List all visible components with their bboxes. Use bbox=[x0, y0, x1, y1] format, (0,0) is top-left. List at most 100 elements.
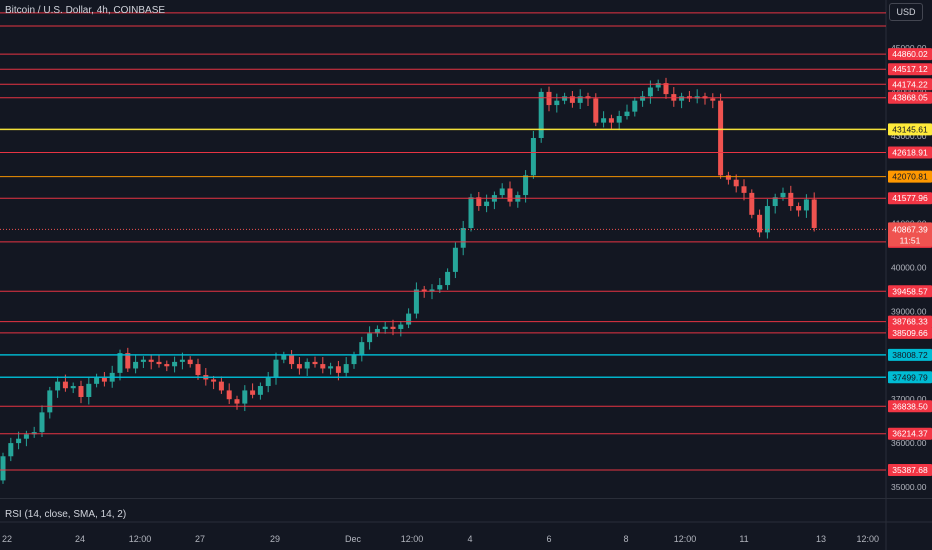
rsi-indicator-label: RSI (14, close, SMA, 14, 2) bbox=[5, 509, 127, 520]
level-price-label: 35387.68 bbox=[892, 465, 928, 475]
candle-body bbox=[772, 197, 778, 207]
candle-body bbox=[679, 96, 685, 101]
candle-body bbox=[546, 91, 552, 106]
level-price-tag bbox=[888, 371, 932, 384]
candle-body bbox=[811, 199, 817, 228]
candle-body bbox=[86, 383, 92, 398]
candle-body bbox=[640, 96, 646, 101]
candle-body bbox=[320, 364, 326, 369]
level-price-label: 42070.81 bbox=[892, 172, 928, 182]
last-price-tag bbox=[888, 222, 932, 247]
candle-body bbox=[476, 197, 482, 207]
candle-body bbox=[593, 98, 599, 123]
candle-body bbox=[663, 83, 669, 95]
candle-body bbox=[764, 206, 770, 233]
level-price-label: 44174.22 bbox=[892, 79, 928, 89]
candle-body bbox=[382, 326, 388, 329]
candle-body bbox=[577, 96, 583, 103]
candle-body bbox=[101, 377, 107, 382]
candle-body bbox=[133, 361, 139, 369]
candle-body bbox=[437, 285, 443, 290]
last-price-label: 40867.39 bbox=[892, 224, 928, 234]
y-tick-label: 40000.00 bbox=[891, 263, 927, 273]
y-tick-label: 39000.00 bbox=[891, 306, 927, 316]
price-axis-bg bbox=[886, 0, 932, 550]
symbol-title: Bitcoin / U.S. Dollar, 4h, COINBASE bbox=[5, 5, 166, 16]
x-tick-label: Dec bbox=[345, 534, 362, 544]
level-price-tag bbox=[888, 326, 932, 339]
candle-body bbox=[499, 188, 505, 196]
candle-body bbox=[796, 206, 802, 211]
candle-body bbox=[749, 192, 755, 215]
candle-body bbox=[179, 359, 185, 362]
level-price-tag bbox=[888, 170, 932, 183]
candle-body bbox=[484, 201, 490, 207]
level-price-label: 42618.91 bbox=[892, 148, 928, 158]
level-price-label: 38509.66 bbox=[892, 328, 928, 338]
candle-body bbox=[507, 188, 513, 202]
candle-body bbox=[195, 364, 201, 376]
level-price-label: 36838.50 bbox=[892, 401, 928, 411]
candle-body bbox=[733, 179, 739, 187]
x-tick-label: 13 bbox=[816, 534, 826, 544]
candle-body bbox=[273, 359, 279, 378]
candle-body bbox=[343, 364, 349, 373]
candle-body bbox=[803, 199, 809, 211]
candle-body bbox=[335, 366, 341, 373]
candle-body bbox=[289, 355, 295, 365]
x-tick-label: 6 bbox=[546, 534, 551, 544]
candle-body bbox=[710, 98, 716, 101]
y-tick-label: 35000.00 bbox=[891, 482, 927, 492]
level-price-label: 43868.05 bbox=[892, 93, 928, 103]
candle-body bbox=[47, 390, 53, 413]
candle-body bbox=[117, 353, 123, 373]
y-tick-label: 45000.00 bbox=[891, 43, 927, 53]
candle-body bbox=[725, 175, 731, 180]
candle-body bbox=[718, 100, 724, 176]
y-tick-label: 37000.00 bbox=[891, 394, 927, 404]
candle-body bbox=[421, 289, 427, 292]
candle-body bbox=[55, 381, 61, 391]
level-price-tag bbox=[888, 348, 932, 361]
candle-body bbox=[250, 390, 256, 395]
candle-body bbox=[304, 361, 310, 369]
level-price-tag bbox=[888, 63, 932, 76]
candle-body bbox=[148, 359, 154, 362]
level-price-tag bbox=[888, 123, 932, 136]
x-tick-label: 12:00 bbox=[129, 534, 152, 544]
candle-body bbox=[460, 227, 466, 248]
candle-body bbox=[351, 355, 357, 365]
candle-body bbox=[78, 386, 84, 398]
level-price-tag bbox=[888, 427, 932, 440]
currency-button[interactable]: USD bbox=[889, 3, 923, 21]
level-price-label: 43145.61 bbox=[892, 124, 928, 134]
candle-body bbox=[468, 197, 474, 228]
candle-body bbox=[94, 377, 100, 384]
candle-body bbox=[23, 434, 29, 439]
candle-body bbox=[554, 100, 560, 106]
candle-body bbox=[429, 289, 435, 292]
candle-body bbox=[140, 359, 146, 362]
candle-body bbox=[164, 364, 170, 367]
level-price-label: 41577.96 bbox=[892, 193, 928, 203]
candle-body bbox=[234, 399, 240, 404]
candle-body bbox=[780, 192, 786, 198]
candle-body bbox=[226, 390, 232, 400]
x-tick-label: 8 bbox=[623, 534, 628, 544]
candle-body bbox=[296, 364, 302, 369]
candle-body bbox=[312, 361, 318, 365]
x-tick-label: 12:00 bbox=[856, 534, 879, 544]
level-price-label: 44517.12 bbox=[892, 64, 928, 74]
level-price-label: 39458.57 bbox=[892, 286, 928, 296]
level-price-label: 38008.72 bbox=[892, 350, 928, 360]
candle-countdown-label: 11:51 bbox=[900, 235, 921, 245]
candle-body bbox=[445, 271, 451, 286]
level-price-tag bbox=[888, 400, 932, 413]
candle-body bbox=[257, 386, 263, 395]
candle-body bbox=[523, 175, 529, 196]
candle-body bbox=[62, 381, 68, 389]
candle-body bbox=[757, 214, 763, 233]
candle-body bbox=[601, 118, 607, 123]
